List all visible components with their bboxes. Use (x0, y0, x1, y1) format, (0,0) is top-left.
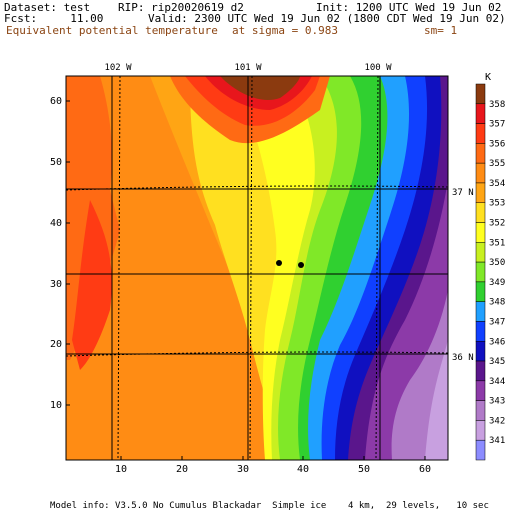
init-time: Init: 1200 UTC Wed 19 Jun 02 (316, 1, 502, 14)
colorbar-level-label: 352 (489, 219, 505, 229)
colorbar-level-label: 345 (489, 357, 505, 367)
colorbar-level-label: 343 (489, 397, 505, 407)
longitude-labels: 102 W 101 W 100 W (104, 63, 392, 73)
x-tick-label: 60 (419, 464, 431, 475)
plot-frame (65, 75, 449, 461)
colorbar-swatch (475, 103, 486, 124)
station-dot (276, 260, 282, 266)
colorbar-swatch (475, 281, 486, 302)
colorbar-level-label: 351 (489, 238, 505, 248)
x-tick-label: 30 (237, 464, 249, 475)
colorbar-swatch (475, 222, 486, 243)
colorbar-level-label: 358 (489, 100, 505, 110)
colorbar-level-label: 350 (489, 258, 505, 268)
colorbar-level-label: 348 (489, 298, 505, 308)
colorbar-level-label: 344 (489, 377, 505, 387)
colorbar-swatch (475, 83, 486, 105)
colorbar-swatch (475, 439, 486, 461)
colorbar-swatch (475, 380, 486, 401)
meridian-101w (249, 76, 253, 460)
x-tick-label: 20 (176, 464, 188, 475)
y-tick-label: 30 (50, 279, 62, 290)
colorbar-swatch (475, 341, 486, 362)
dataset-label: Dataset: test (4, 1, 91, 14)
colorbar-level-label: 341 (489, 436, 505, 446)
field-name: Equivalent potential temperature (6, 24, 218, 37)
colorbar-swatch (475, 301, 486, 322)
colorbar: 358 357 356 355 354 353 352 351 350 349 348 347 346 3… (475, 83, 505, 461)
y-axis-ticks: 10 20 30 40 50 60 (50, 96, 62, 411)
colorbar-level-label: 349 (489, 278, 505, 288)
y-tick-label: 50 (50, 157, 62, 168)
colorbar-swatch (475, 123, 486, 144)
colorbar-swatch (475, 360, 486, 382)
colorbar-level-label: 353 (489, 199, 505, 209)
y-tick-label: 20 (50, 339, 62, 350)
colorbar-swatch (475, 420, 486, 441)
latitude-labels: 37 N 36 N (452, 188, 474, 363)
lon-label: 100 W (364, 63, 392, 73)
band-356-west (72, 200, 112, 370)
station-dot (298, 262, 304, 268)
colorbar-swatch (475, 182, 486, 203)
y-tick-label: 10 (50, 400, 62, 411)
colorbar-level-label: 356 (489, 139, 505, 149)
colorbar-level-label: 357 (489, 120, 505, 130)
valid-time: Valid: 2300 UTC Wed 19 Jun 02 (1800 CDT … (148, 12, 506, 25)
colorbar-swatch (475, 143, 486, 164)
colorbar-level-label: 354 (489, 179, 505, 189)
x-axis-tick-marks (120, 456, 426, 460)
meridian-100w (375, 76, 379, 460)
colorbar-swatch (475, 242, 486, 263)
colorbar-level-label: 355 (489, 159, 505, 169)
y-axis-tick-marks (66, 100, 70, 406)
theta-e-field (66, 76, 448, 460)
lon-label: 102 W (104, 63, 132, 73)
colorbar-swatch (475, 202, 486, 223)
y-tick-label: 60 (50, 96, 62, 107)
y-tick-label: 40 (50, 218, 62, 229)
lat-label: 36 N (452, 353, 474, 363)
political-boundaries (66, 76, 448, 460)
colorbar-level-label: 342 (489, 416, 505, 426)
x-tick-label: 50 (358, 464, 370, 475)
colorbar-swatch (475, 321, 486, 342)
parallel-37n (66, 185, 448, 191)
band-341 (425, 340, 448, 460)
smoothing-label: sm= 1 (424, 24, 458, 37)
lat-label: 37 N (452, 188, 474, 198)
meridian-102w (117, 76, 121, 460)
colorbar-level-label: 346 (489, 337, 505, 347)
band-358 (220, 76, 300, 100)
colorbar-level-label: 347 (489, 317, 505, 327)
parallel-36n (66, 351, 448, 357)
colorbar-swatch (475, 162, 486, 184)
rip-label: RIP: rip20020619 d2 (118, 1, 244, 14)
x-tick-label: 10 (115, 464, 127, 475)
colorbar-swatch (475, 261, 486, 283)
lon-label: 101 W (234, 63, 262, 73)
model-info: Model info: V3.5.0 No Cumulus Blackadar … (50, 501, 489, 511)
x-axis-ticks: 10 20 30 40 50 60 (115, 464, 431, 475)
sigma-level: at sigma = 0.983 (232, 24, 338, 37)
forecast-hour: Fcst: 11.00 (4, 12, 104, 25)
colorbar-swatch (475, 400, 486, 421)
x-tick-label: 40 (297, 464, 309, 475)
colorbar-unit: K (485, 72, 491, 83)
lat-lon-lines (66, 76, 448, 460)
